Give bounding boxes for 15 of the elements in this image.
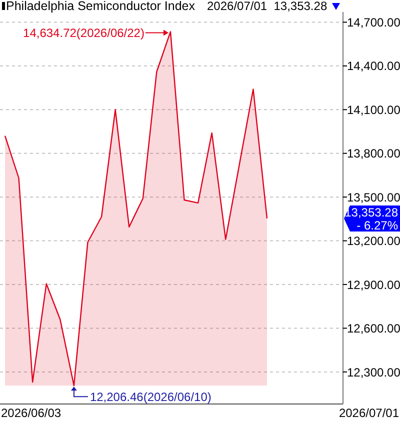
y-tick-label: 12,600.00 [347,322,400,336]
y-tick-label: 13,800.00 [347,146,400,161]
y-tick-label: 14,700.00 [347,16,400,30]
y-tick-label: 12,900.00 [347,278,400,292]
chart-title: Philadelphia Semiconductor Index [6,0,196,13]
y-tick-label: 13,200.00 [347,234,400,248]
y-tick-label: 14,100.00 [347,102,400,117]
y-tick-label: 14,400.00 [347,59,400,74]
y-tick-label: 13,500.00 [347,190,400,204]
y-tick-label: 12,300.00 [347,365,400,380]
text: 2026/07/01 [338,406,399,420]
annotation: 12,206.46(2026/06/10) [90,390,212,404]
chart-subtitle: 2026/07/01 13,353.28 [207,0,328,13]
annotation: 14,634.72(2026/06/22) [23,26,144,40]
text: 2026/06/03 [1,406,62,420]
